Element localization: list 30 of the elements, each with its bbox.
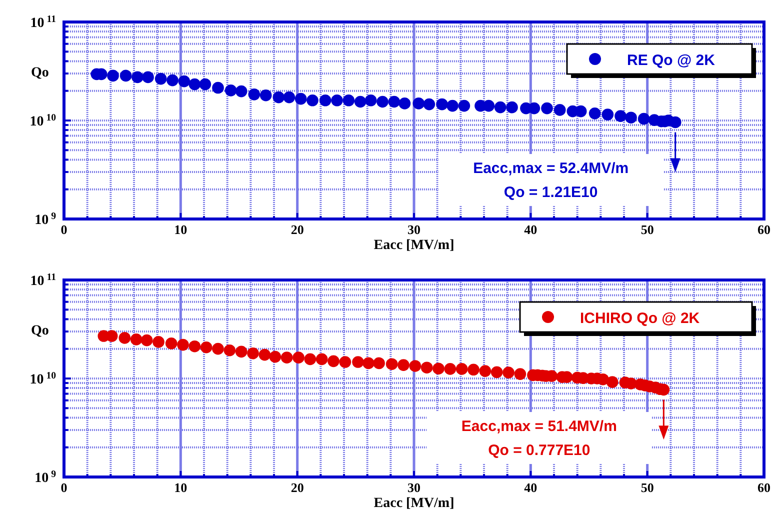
x-tick-label: 60	[758, 222, 770, 237]
y-tick-label: 10$^{9}$	[34, 468, 56, 486]
y-tick-label: 10$^{9}$	[34, 210, 56, 228]
y-axis-title: Qo	[31, 65, 49, 80]
legend-label: ICHIRO Qo @ 2K	[580, 310, 700, 327]
x-axis-title: Eacc [MV/m]	[374, 238, 454, 253]
y-tick-label: 10$^{10}$	[30, 370, 56, 388]
x-axis-title: Eacc [MV/m]	[374, 496, 454, 511]
annotation: Eacc,max = 51.4MV/m	[461, 418, 617, 435]
x-tick-label: 0	[60, 480, 68, 495]
legend-label: RE Qo @ 2K	[627, 52, 716, 69]
x-tick-label: 50	[640, 222, 654, 237]
x-tick-label: 30	[408, 222, 420, 237]
x-tick-label: 10	[174, 480, 188, 495]
y-axis-title: Qo	[31, 323, 49, 338]
x-tick-label: 40	[524, 480, 538, 495]
x-tick-label: 0	[60, 222, 68, 237]
x-tick-label: 50	[640, 480, 654, 495]
x-tick-label: 10	[174, 222, 188, 237]
x-tick-label: 40	[524, 222, 538, 237]
annotation: Qo = 1.21E10	[504, 184, 598, 201]
y-tick-label: 10$^{11}$	[30, 14, 56, 31]
x-tick-label: 20	[290, 222, 304, 237]
annotation: Qo = 0.777E10	[488, 442, 590, 459]
y-tick-label: 10$^{10}$	[30, 112, 56, 130]
y-tick-label: 10$^{11}$	[30, 272, 56, 289]
x-tick-label: 60	[758, 480, 770, 495]
x-tick-label: 30	[408, 480, 420, 495]
x-tick-label: 20	[290, 480, 304, 495]
annotation: Eacc,max = 52.4MV/m	[473, 160, 629, 177]
